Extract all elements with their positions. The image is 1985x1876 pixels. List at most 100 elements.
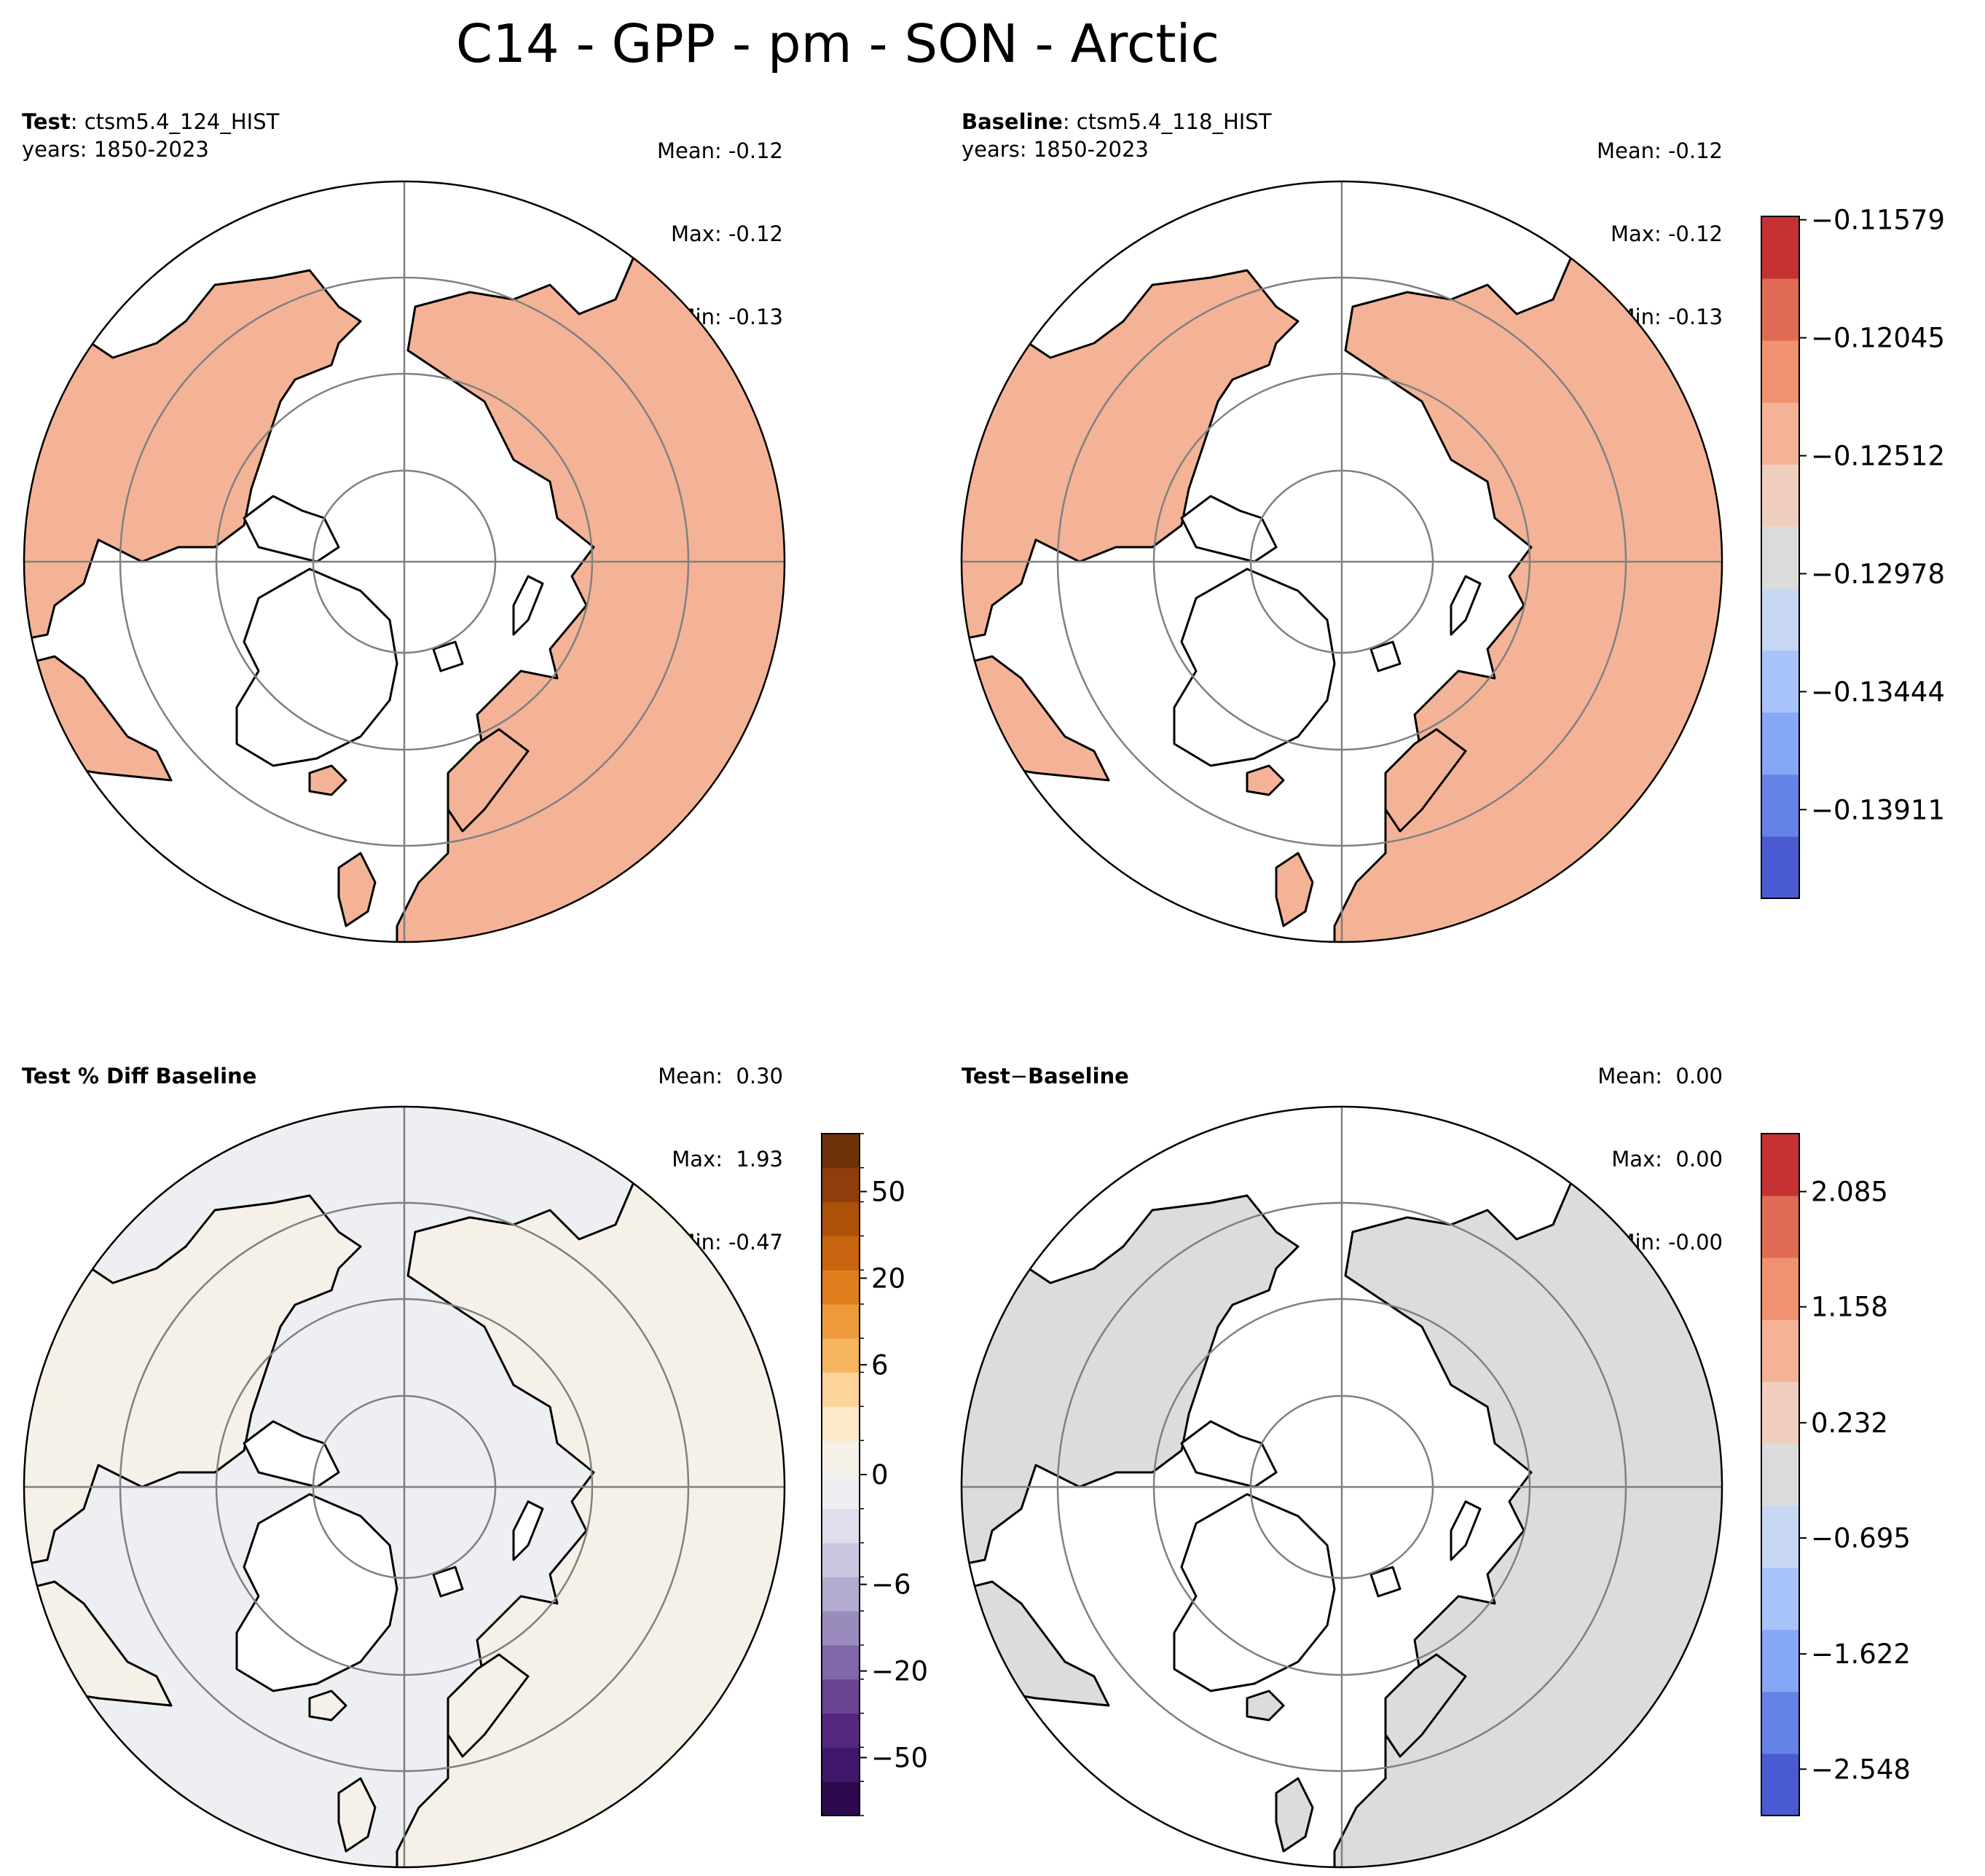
panel-label-baseline: Baseline: ctsm5.4_118_HIST years: 1850-2… [962, 108, 1271, 163]
colorbar-tick-label: −2.548 [1811, 1754, 1911, 1785]
land-svalbard [432, 640, 464, 672]
land-group [962, 1143, 1722, 1867]
stat-min: Min: -0.13 [1616, 305, 1723, 329]
graticule [962, 1107, 1722, 1867]
land-americas [24, 269, 362, 665]
colorbar-segment [822, 1270, 860, 1305]
colorbar-segment [822, 1440, 860, 1475]
land-iceland [308, 1689, 347, 1722]
land-americas [962, 269, 1300, 665]
stats-diff: Mean: 0.00 Max: 0.00 Min: -0.00 [1597, 1007, 1723, 1284]
colorbar-segment [1761, 1443, 1799, 1507]
land-scandi [447, 728, 530, 833]
colorbar-segment [1761, 1753, 1799, 1816]
stat-max: Max: -0.12 [671, 221, 783, 246]
label-bold: Test [962, 1064, 1010, 1088]
land-group [24, 218, 785, 942]
colorbar-segment [1761, 1691, 1799, 1754]
colorbar-segment [822, 1372, 860, 1407]
map-clip-group [962, 181, 1722, 942]
land-novaya [1450, 575, 1482, 636]
colorbar-frame [1761, 1133, 1800, 1816]
colorbar-tick-label: 20 [871, 1263, 905, 1294]
stat-mean: Mean: -0.12 [1596, 138, 1723, 163]
colorbar-tick-label: 6 [871, 1349, 889, 1381]
colorbar-segment [822, 1134, 860, 1169]
map-boundary [960, 180, 1723, 943]
stat-mean: Mean: 0.00 [1597, 1064, 1723, 1088]
land-group [962, 218, 1722, 942]
graticule [24, 181, 785, 942]
colorbar-tick-label: −0.12045 [1811, 323, 1945, 354]
map-clip-group [962, 1107, 1722, 1867]
figure-title: C14 - GPP - pm - SON - Arctic [455, 13, 1220, 74]
colorbar-segment [822, 1304, 860, 1339]
colorbar-segment [822, 1781, 860, 1816]
land-svalbard [432, 1566, 464, 1598]
land-iceland [1246, 764, 1285, 796]
land-americas [24, 1194, 362, 1590]
land-uk [337, 852, 377, 927]
colorbar-segment [1761, 526, 1799, 589]
label-years: years: 1850-2023 [962, 137, 1149, 162]
colorbar-tick-label: −0.12512 [1811, 441, 1945, 472]
colorbar-tick-label: −0.12978 [1811, 558, 1945, 589]
label-bold: Test % Diff Baseline [22, 1064, 257, 1088]
colorbar-segment [1761, 1505, 1799, 1569]
land-svalbard [1369, 1566, 1402, 1598]
label-case: : ctsm5.4_124_HIST [70, 109, 280, 134]
colorbar-segment [1761, 588, 1799, 651]
land-novaya [1450, 1500, 1482, 1561]
colorbar-tick-label: 2.085 [1811, 1177, 1888, 1208]
colorbar-tick-label: −0.13444 [1811, 676, 1945, 707]
colorbar-tick-label: 50 [871, 1177, 905, 1208]
colorbar-tick-label: −6 [871, 1569, 911, 1601]
colorbar-segment [1761, 402, 1799, 465]
colorbar-frame [1761, 216, 1800, 899]
stat-max: Max: 1.93 [672, 1147, 783, 1171]
map-difference [960, 1105, 1723, 1869]
land-scandi [1384, 1653, 1467, 1758]
colorbar-segment [822, 1406, 860, 1441]
colorbar-segment [1761, 1196, 1799, 1258]
stats-baseline: Mean: -0.12 Max: -0.12 Min: -0.13 [1597, 82, 1723, 358]
land-uk [1275, 1777, 1314, 1853]
panel-label-pctdiff: Test % Diff Baseline [22, 1062, 256, 1090]
land-group [24, 1143, 785, 1867]
colorbar-tick-label: −0.11579 [1811, 205, 1945, 236]
colorbar-segment [822, 1645, 860, 1680]
land-iceland [1246, 1689, 1285, 1722]
colorbar-segment [1761, 650, 1799, 713]
colorbar-segment [1761, 216, 1799, 279]
colorbar-tick-label: 0 [871, 1459, 889, 1491]
colorbar-segment [822, 1611, 860, 1646]
land-svalbard [1369, 640, 1402, 672]
colorbar-segment [822, 1542, 860, 1577]
map-clip-group [24, 181, 785, 942]
map-baseline [960, 180, 1723, 943]
colorbar-segment [1761, 1319, 1799, 1382]
colorbar-segment [822, 1747, 860, 1782]
colorbar-segment [822, 1236, 860, 1271]
colorbar-bottom-left: 50 20 6 0 −6 −20 −50 [821, 1133, 928, 1816]
colorbar-segment [1761, 1381, 1799, 1444]
colorbar-tick-label: −0.13911 [1811, 794, 1945, 825]
colorbar-segment [1761, 1567, 1799, 1630]
map-boundary [23, 180, 786, 943]
colorbar-segment [1761, 774, 1799, 837]
colorbar-segment [1761, 1629, 1799, 1692]
colorbar-top-right: −0.11579 −0.12045 −0.12512 −0.12978 −0.13444… [1761, 205, 1945, 899]
land-novaya [512, 1500, 544, 1561]
graticule [24, 1107, 785, 1867]
land-americas [962, 1194, 1300, 1590]
label-case: : ctsm5.4_118_HIST [1062, 109, 1272, 134]
colorbar-segment [822, 1475, 860, 1510]
colorbar-tick-label: 1.158 [1811, 1292, 1888, 1323]
label-bold: Test [22, 109, 71, 134]
land-uk [337, 1777, 377, 1853]
colorbar-tick-label: −1.622 [1811, 1638, 1911, 1670]
land-novaya [512, 575, 544, 636]
colorbar-segment [1761, 1257, 1799, 1320]
map-clip-group [24, 1107, 785, 1867]
